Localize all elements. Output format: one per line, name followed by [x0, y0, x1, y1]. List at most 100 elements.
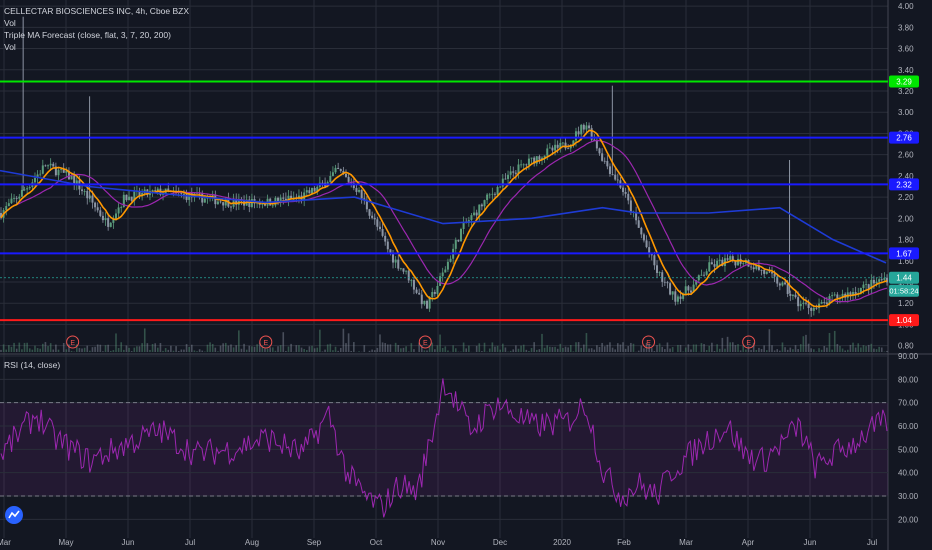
candle-body: [525, 164, 528, 166]
candle-body: [235, 198, 238, 205]
rsi-tick-label: 40.00: [898, 469, 919, 478]
candle-body: [637, 220, 640, 228]
volume-bar: [711, 342, 713, 352]
candle-body: [410, 280, 413, 281]
candle-body: [376, 219, 379, 227]
candle-body: [44, 165, 47, 167]
volume-bar: [590, 348, 593, 352]
candle-body: [478, 204, 481, 216]
candle-body: [765, 271, 768, 274]
volume-bar: [206, 344, 209, 352]
volume-bar: [593, 349, 596, 352]
volume-bar: [190, 344, 193, 352]
volume-bar: [261, 345, 264, 352]
volume-bar: [444, 346, 447, 352]
volume-bar: [679, 344, 682, 352]
volume-bar: [700, 343, 703, 352]
x-tick-label: Mar: [679, 538, 693, 547]
volume-bar: [133, 347, 136, 352]
volume-bar: [750, 350, 752, 352]
volume-bar: [36, 348, 39, 352]
volume-bar: [630, 342, 632, 352]
candle-body: [559, 142, 562, 148]
volume-bar: [502, 343, 504, 352]
volume-bar: [0, 349, 2, 352]
candle-body: [710, 262, 713, 265]
candle-body: [875, 281, 878, 284]
volume-bar: [462, 342, 465, 352]
volume-bar: [818, 348, 820, 352]
candle-body: [650, 253, 653, 256]
volume-bar: [478, 343, 481, 352]
rsi-tick-label: 20.00: [898, 515, 919, 524]
volume-bar: [426, 350, 428, 352]
volume-bar: [692, 344, 695, 352]
candle-body: [703, 274, 706, 276]
candle-body: [567, 148, 570, 150]
candle-body: [820, 302, 823, 304]
candle-body: [734, 260, 737, 266]
tradingview-logo-icon[interactable]: [5, 506, 23, 524]
volume-bar: [423, 350, 426, 352]
volume-bar: [290, 343, 292, 352]
volume-bar: [481, 351, 483, 352]
candle-body: [791, 294, 794, 296]
candle-body: [305, 190, 308, 193]
level-badge: [889, 131, 919, 144]
volume-bar: [831, 349, 833, 352]
candle-body: [852, 292, 855, 295]
level-badge: [889, 75, 919, 88]
candle-body: [130, 196, 133, 201]
volume-bar: [844, 350, 846, 352]
candle-body: [585, 125, 588, 130]
volume-bar: [128, 347, 130, 352]
candle-body: [593, 139, 596, 141]
candle-body: [548, 147, 551, 149]
candle-body: [854, 292, 857, 295]
candle-body: [865, 284, 868, 286]
volume-bar: [227, 345, 230, 352]
candle-body: [138, 190, 141, 196]
candle-body: [441, 272, 444, 277]
volume-bar: [721, 337, 724, 352]
volume-bar: [81, 348, 83, 352]
candle-body: [669, 283, 672, 295]
candle-body: [825, 302, 828, 305]
candle-body: [616, 179, 619, 181]
volume-bar: [690, 349, 692, 352]
volume-bar: [530, 347, 533, 352]
level-badge: [889, 247, 919, 260]
candle-body: [94, 202, 97, 208]
level-label: 1.67: [896, 249, 912, 258]
volume-bar: [577, 342, 580, 352]
volume-bar: [384, 343, 386, 352]
volume-bar: [258, 342, 261, 352]
candle-body: [462, 222, 465, 229]
volume-bar: [768, 329, 771, 352]
candle-body: [10, 198, 13, 204]
volume-bar: [143, 328, 146, 352]
earnings-marker: [642, 335, 656, 349]
x-tick-label: May: [58, 538, 73, 547]
volume-bar: [387, 344, 389, 352]
volume-bar: [78, 348, 81, 352]
price-tick-label: 3.80: [898, 23, 914, 32]
candle-body: [128, 196, 131, 201]
volume-bar: [439, 334, 441, 352]
volume-bar: [345, 343, 347, 352]
candle-body: [355, 188, 358, 192]
volume-bar: [313, 348, 316, 352]
volume-bar: [196, 351, 198, 352]
candle-body: [216, 201, 219, 205]
volume-bar: [172, 350, 175, 352]
volume-bar: [15, 348, 18, 352]
volume-bar: [695, 344, 698, 352]
volume-bar: [488, 348, 491, 352]
volume-bar: [606, 344, 609, 352]
candle-body: [133, 191, 136, 201]
candle-body: [666, 282, 669, 284]
ma-20-line: [0, 139, 888, 303]
volume-bar: [475, 345, 478, 352]
volume-bar: [755, 349, 758, 352]
